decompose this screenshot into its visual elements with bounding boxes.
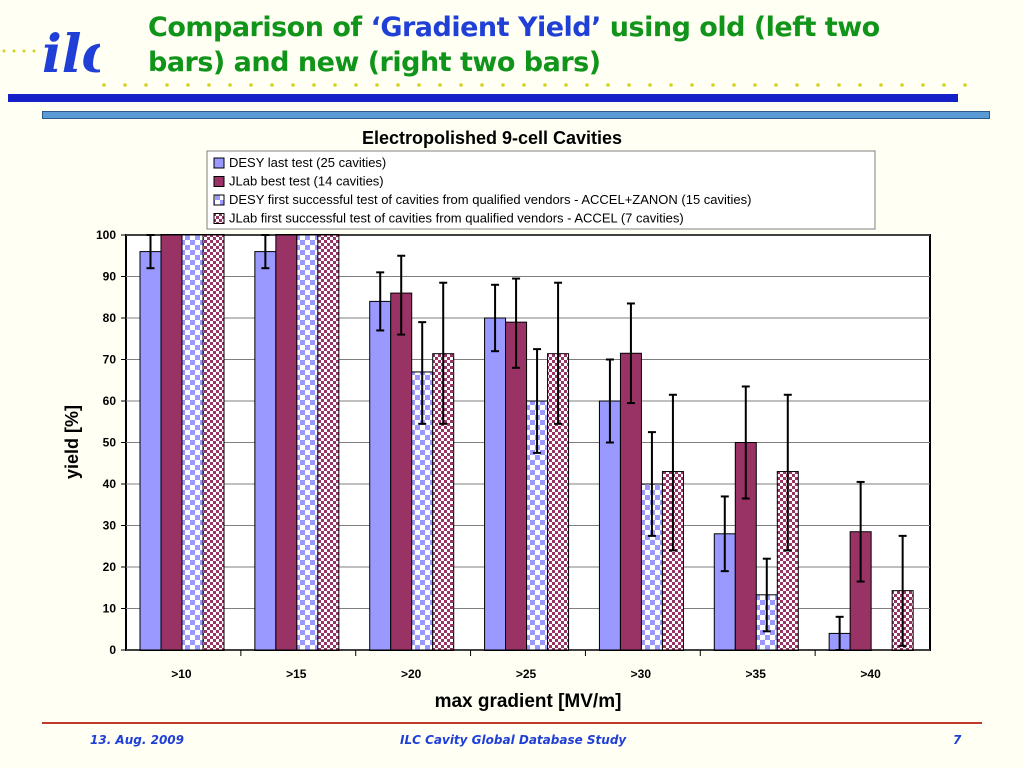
chart-legend: DESY last test (25 cavities) JLab best te… (206, 150, 876, 230)
bar-s2-4 (505, 321, 528, 651)
decorative-dots-left (2, 49, 36, 53)
error-bars (146, 234, 907, 651)
legend-label: DESY first successful test of cavities f… (229, 192, 751, 207)
y-tick-label: 40 (103, 477, 117, 491)
bar-s1-1 (139, 251, 162, 651)
bar-s1-2 (254, 251, 277, 651)
y-tick-label: 0 (109, 643, 116, 657)
x-tick-label: >35 (746, 667, 767, 681)
x-axis-label: max gradient [MV/m] (435, 691, 622, 712)
legend-label: JLab best test (14 cavities) (229, 174, 384, 189)
bar-s4-1 (202, 234, 225, 651)
y-tick-label: 90 (103, 270, 117, 284)
x-tick-label: >10 (171, 667, 192, 681)
legend-box (206, 150, 876, 230)
yield-chart: Electropolished 9-cell Cavities DESY las… (62, 128, 931, 712)
y-tick-label: 10 (103, 602, 117, 616)
page-number: 7 (953, 733, 962, 747)
footer-rule (42, 722, 982, 724)
legend-swatch (213, 157, 225, 169)
y-tick-label: 50 (103, 436, 117, 450)
title-bar (42, 111, 990, 119)
y-tick-label: 70 (103, 353, 117, 367)
bar-s2-2 (275, 234, 298, 651)
x-tick-label: >20 (401, 667, 422, 681)
footer-title: ILC Cavity Global Database Study (400, 733, 627, 747)
y-tick-label: 30 (103, 519, 117, 533)
ilc-logo: ilc (42, 24, 100, 80)
bars (139, 234, 914, 651)
decorative-dots-right (102, 83, 967, 87)
y-tick-label: 100 (96, 228, 116, 242)
y-tick-labels: 0 10 20 30 40 50 60 70 80 90 100 (96, 228, 116, 657)
y-tick-label: 60 (103, 394, 117, 408)
bar-s2-3 (390, 292, 413, 651)
bar-s4-2 (317, 234, 340, 651)
bar-s1-4 (484, 317, 507, 651)
legend-label: DESY last test (25 cavities) (229, 155, 386, 170)
legend-swatch (213, 176, 225, 187)
bar-s2-1 (160, 234, 183, 651)
x-tick-label: >40 (860, 667, 881, 681)
x-tick-labels: >10 >15 >20 >25 >30 >35 >40 (171, 650, 881, 681)
logo-text: ilc (42, 24, 100, 80)
y-axis-label: yield [%] (62, 405, 82, 479)
legend-swatch (213, 194, 225, 206)
chart-title: Electropolished 9-cell Cavities (362, 128, 622, 148)
y-tick-label: 80 (103, 311, 117, 325)
legend-label: JLab first successful test of cavities f… (229, 211, 684, 226)
x-tick-label: >15 (286, 667, 307, 681)
y-tick-label: 20 (103, 560, 117, 574)
slide-title: Comparison of ‘Gradient Yield’ using old… (148, 12, 880, 78)
x-tick-label: >25 (516, 667, 537, 681)
bar-s3-1 (181, 234, 204, 651)
bar-s1-3 (369, 300, 392, 651)
bar-s3-2 (296, 234, 319, 651)
title-rule (8, 94, 958, 102)
legend-swatch (213, 213, 225, 224)
footer-date: 13. Aug. 2009 (90, 733, 184, 747)
x-tick-label: >30 (631, 667, 652, 681)
